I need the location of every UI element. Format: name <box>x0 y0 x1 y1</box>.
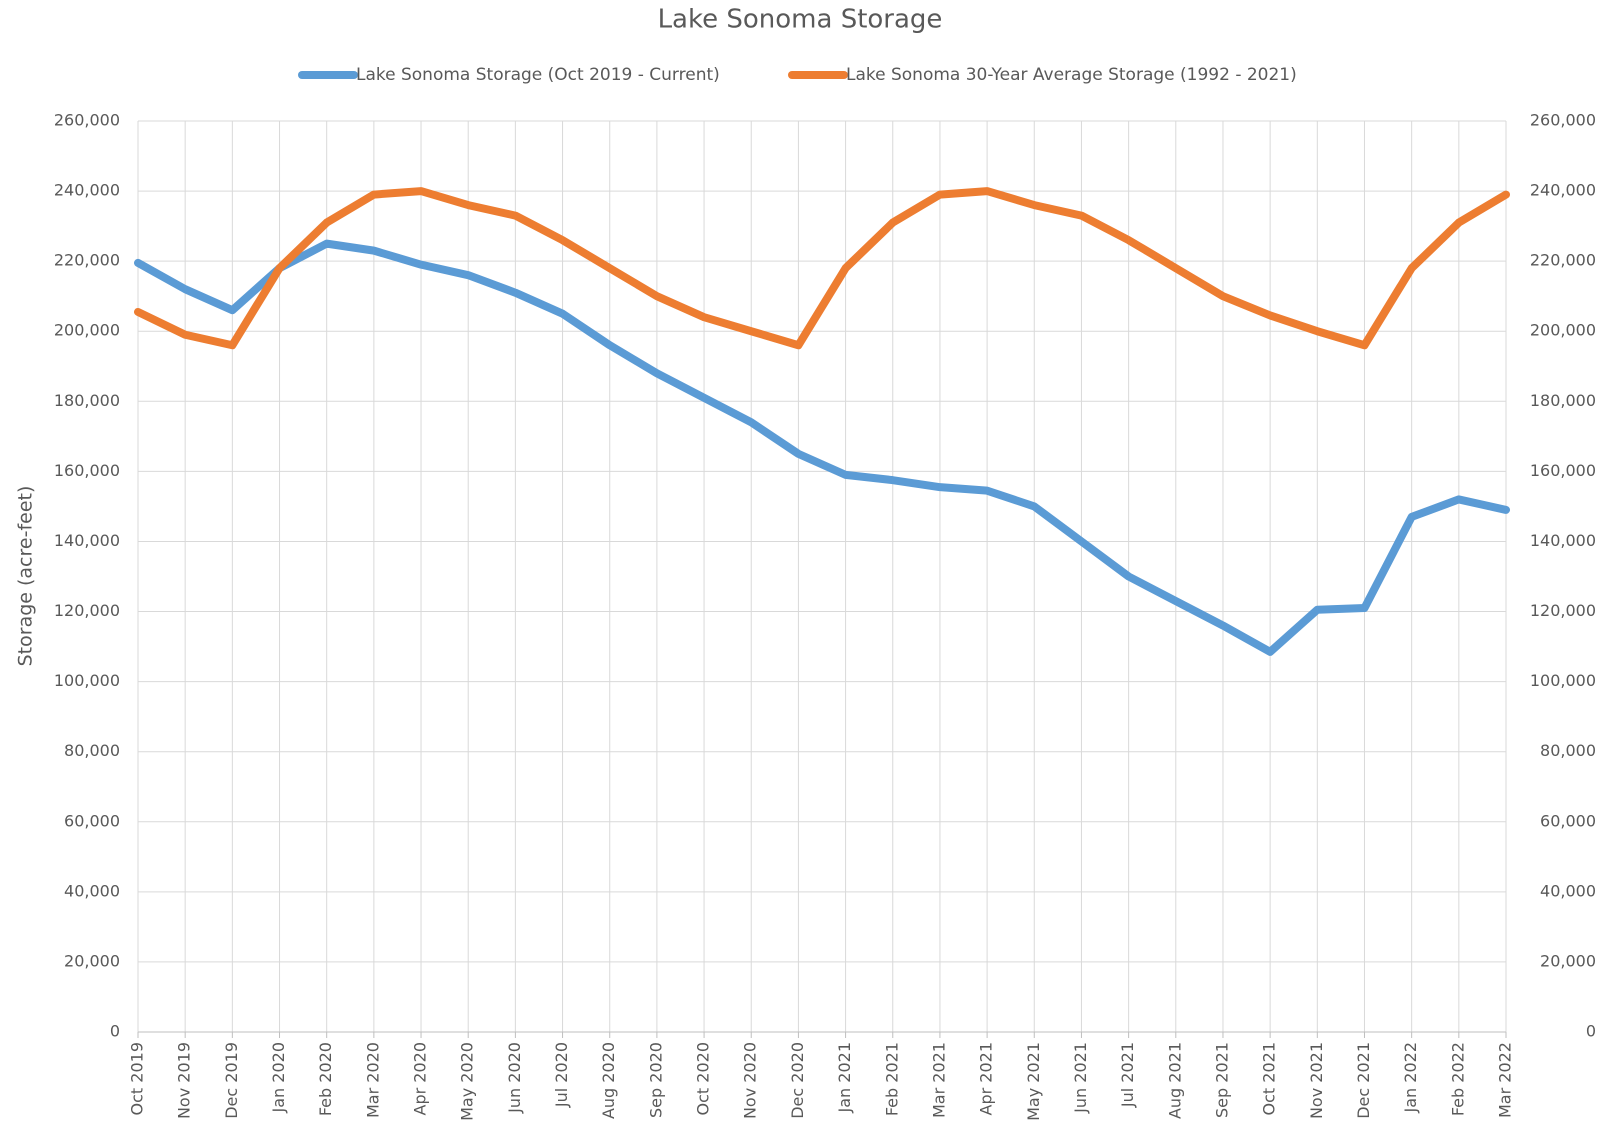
y2-tick-label: 80,000 <box>1540 741 1596 760</box>
x-tick-label: Jun 2021 <box>1071 1042 1090 1114</box>
y-tick-label: 100,000 <box>54 671 120 690</box>
x-tick-label: Oct 2020 <box>694 1042 713 1115</box>
y-tick-label: 80,000 <box>64 741 120 760</box>
y2-tick-label: 20,000 <box>1540 951 1596 970</box>
x-tick-label: Jan 2022 <box>1401 1042 1420 1113</box>
series-line <box>134 187 1510 350</box>
y2-tick-label: 240,000 <box>1530 181 1596 200</box>
y2-tick-label: 220,000 <box>1530 251 1596 270</box>
y2-tick-label: 180,000 <box>1530 391 1596 410</box>
x-tick-label: Dec 2019 <box>222 1042 241 1119</box>
y-axis-label: Storage (acre-feet) <box>15 486 37 667</box>
y2-tick-label: 160,000 <box>1530 461 1596 480</box>
x-tick-label: Feb 2020 <box>316 1042 335 1116</box>
x-tick-label: Nov 2019 <box>175 1042 194 1119</box>
x-tick-label: Sep 2021 <box>1212 1042 1231 1118</box>
y2-tick-label: 0 <box>1586 1022 1596 1041</box>
y-tick-label: 180,000 <box>54 391 120 410</box>
x-tick-label: Dec 2021 <box>1354 1042 1373 1119</box>
y-tick-label: 220,000 <box>54 251 120 270</box>
x-tick-label: Oct 2021 <box>1260 1042 1279 1115</box>
x-tick-label: Apr 2021 <box>977 1042 996 1115</box>
x-tick-label: Oct 2019 <box>128 1042 147 1115</box>
x-tick-label: Mar 2021 <box>929 1042 948 1118</box>
y-tick-label: 120,000 <box>54 601 120 620</box>
x-tick-label: Jul 2020 <box>552 1042 571 1108</box>
x-tick-label: Nov 2020 <box>741 1042 760 1119</box>
x-tick-label: Sep 2020 <box>646 1042 665 1118</box>
y2-tick-label: 60,000 <box>1540 811 1596 830</box>
x-tick-label: Jan 2020 <box>269 1042 288 1113</box>
y-tick-label: 240,000 <box>54 181 120 200</box>
chart-title: Lake Sonoma Storage <box>658 5 943 35</box>
y2-tick-label: 200,000 <box>1530 321 1596 340</box>
x-tick-label: Dec 2020 <box>788 1042 807 1119</box>
y-tick-label: 160,000 <box>54 461 120 480</box>
y2-tick-label: 100,000 <box>1530 671 1596 690</box>
x-tick-label: Aug 2020 <box>599 1042 618 1119</box>
x-tick-label: May 2020 <box>458 1042 477 1121</box>
y2-tick-label: 120,000 <box>1530 601 1596 620</box>
x-tick-label: Jan 2021 <box>835 1042 854 1113</box>
legend-label: Lake Sonoma Storage (Oct 2019 - Current) <box>356 65 720 85</box>
x-tick-label: Apr 2020 <box>411 1042 430 1115</box>
x-tick-label: Feb 2022 <box>1448 1042 1467 1116</box>
y-tick-label: 60,000 <box>64 811 120 830</box>
y-tick-label: 260,000 <box>54 111 120 130</box>
x-tick-label: Jun 2020 <box>505 1042 524 1114</box>
y-tick-label: 140,000 <box>54 531 120 550</box>
y-tick-label: 200,000 <box>54 321 120 340</box>
x-tick-label: May 2021 <box>1024 1042 1043 1121</box>
y2-tick-label: 140,000 <box>1530 531 1596 550</box>
y2-tick-label: 260,000 <box>1530 111 1596 130</box>
x-tick-label: Aug 2021 <box>1165 1042 1184 1119</box>
x-tick-label: Feb 2021 <box>882 1042 901 1116</box>
y2-tick-label: 40,000 <box>1540 881 1596 900</box>
series-line <box>134 239 1510 656</box>
y-tick-label: 20,000 <box>64 951 120 970</box>
x-tick-label: Nov 2021 <box>1307 1042 1326 1119</box>
x-tick-label: Mar 2020 <box>363 1042 382 1118</box>
x-tick-label: Jul 2021 <box>1118 1042 1137 1108</box>
y-tick-label: 40,000 <box>64 881 120 900</box>
x-tick-label: Mar 2022 <box>1496 1042 1515 1118</box>
legend-label: Lake Sonoma 30-Year Average Storage (199… <box>846 65 1297 85</box>
y-tick-label: 0 <box>110 1022 120 1041</box>
